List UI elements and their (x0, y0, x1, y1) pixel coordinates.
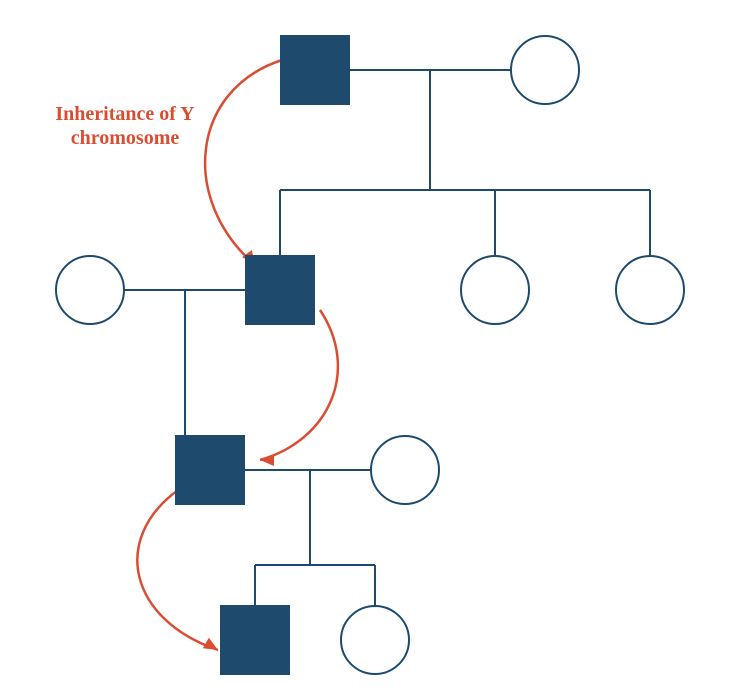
inheritance-label-line1: Inheritance of Y (55, 103, 195, 125)
gen2-female-2 (616, 256, 684, 324)
gen2-spouse-female (56, 256, 124, 324)
gen1-female (511, 36, 579, 104)
pedigree-diagram: Inheritance of Ychromosome (0, 0, 756, 700)
gen3-male (176, 436, 244, 504)
arrow-g1-g2 (205, 60, 282, 265)
arrow-g3-g4 (137, 490, 218, 650)
arrow-g2-g3-head (260, 454, 274, 466)
arrow-g2-g3 (260, 310, 338, 460)
arrow-g3-g4-head (203, 638, 221, 655)
gen2-female-1 (461, 256, 529, 324)
gen2-male (246, 256, 314, 324)
gen4-male (221, 606, 289, 674)
inheritance-label-line2: chromosome (71, 127, 180, 149)
gen1-male (281, 36, 349, 104)
gen4-female (341, 606, 409, 674)
gen3-spouse-female (371, 436, 439, 504)
